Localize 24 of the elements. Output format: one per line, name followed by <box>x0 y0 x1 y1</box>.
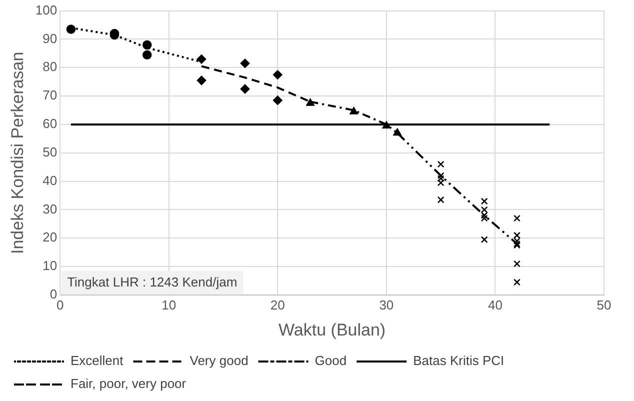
annotation: Tingkat LHR : 1243 Kend/jam <box>67 274 238 290</box>
y-tick-label: 0 <box>50 286 58 302</box>
y-axis-title: Indeks Kondisi Perkerasan <box>8 52 27 254</box>
y-tick-label: 90 <box>42 30 58 46</box>
x-tick-label: 20 <box>270 297 285 312</box>
x-tick-label: 40 <box>488 297 502 312</box>
legend-label: Batas Kritis PCI <box>413 353 504 368</box>
y-tick-label: 80 <box>42 59 58 74</box>
legend-label: Good <box>314 353 347 368</box>
y-tick-label: 60 <box>42 116 58 132</box>
y-tick-label: 30 <box>42 201 58 216</box>
x-tick-label: 30 <box>379 297 394 312</box>
y-tick-label: 100 <box>35 2 58 18</box>
y-tick-label: 10 <box>42 258 58 274</box>
y-tick-label: 50 <box>42 144 58 160</box>
x-tick-label: 10 <box>162 297 176 312</box>
legend-label: Very good <box>190 353 248 368</box>
y-tick-label: 70 <box>42 88 58 103</box>
x-axis-title: Waktu (Bulan) <box>278 320 386 340</box>
y-tick-label: 20 <box>42 230 58 245</box>
legend-label: Excellent <box>70 353 124 368</box>
y-tick-label: 40 <box>42 172 58 188</box>
x-tick-label: 50 <box>596 297 612 312</box>
legend-label: Fair, poor, very poor <box>70 376 187 392</box>
